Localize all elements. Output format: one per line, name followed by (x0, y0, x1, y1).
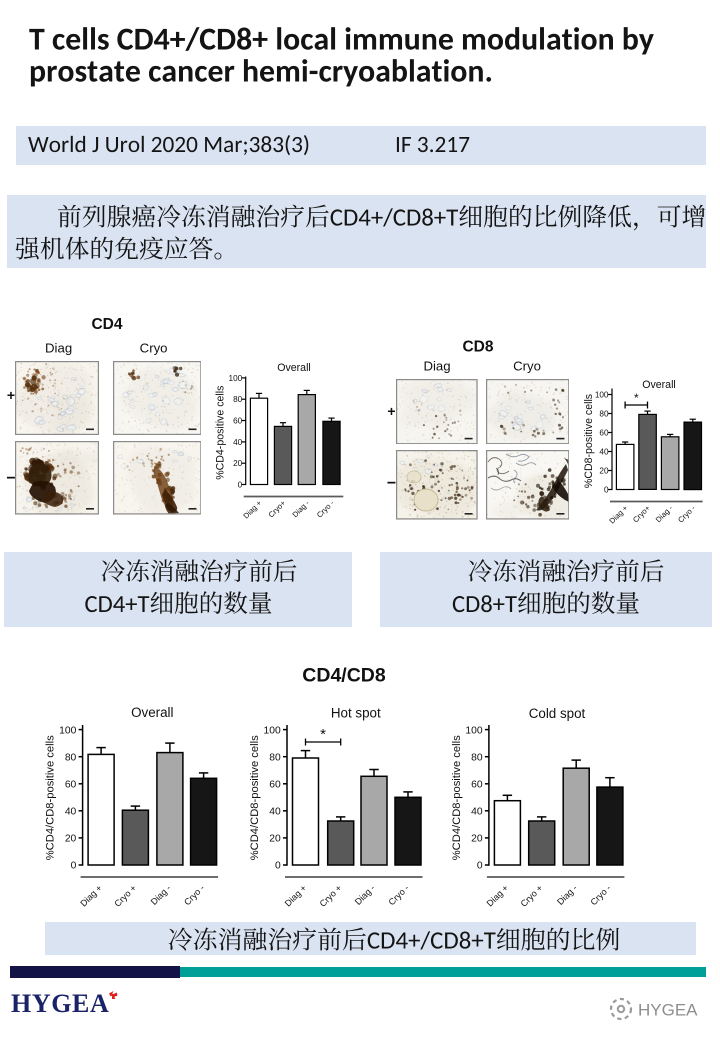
svg-text:HYGEA: HYGEA (11, 989, 109, 1018)
svg-text:HYGEA: HYGEA (638, 1001, 698, 1020)
